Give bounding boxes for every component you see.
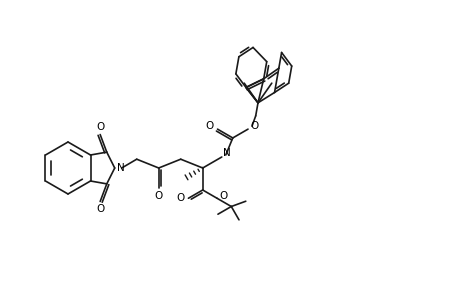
Text: O: O: [176, 193, 184, 203]
Text: N: N: [223, 148, 230, 158]
Text: N: N: [117, 163, 124, 173]
Text: O: O: [154, 191, 162, 201]
Text: O: O: [96, 205, 104, 214]
Text: O: O: [96, 122, 104, 131]
Text: O: O: [205, 121, 213, 131]
Text: O: O: [249, 121, 257, 131]
Text: O: O: [218, 191, 227, 201]
